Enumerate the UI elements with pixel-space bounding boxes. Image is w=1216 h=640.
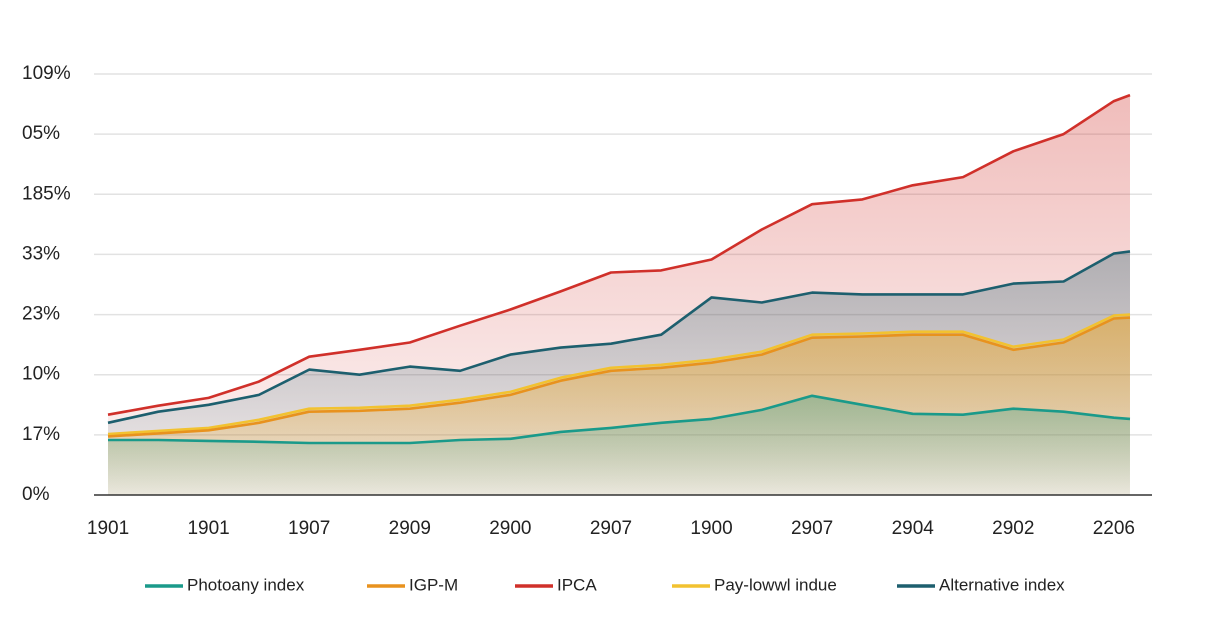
y-tick-label: 109%: [22, 63, 71, 84]
areas: [108, 95, 1130, 495]
legend-label: Photoany index: [187, 575, 305, 594]
x-tick-label: 2904: [892, 518, 935, 539]
y-tick-label: 05%: [22, 123, 60, 144]
lines: [107, 93, 1131, 445]
line: [107, 313, 1131, 436]
y-tick-label: 17%: [22, 424, 60, 445]
y-tick-label: 33%: [22, 243, 60, 264]
y-tick-label: 0%: [22, 484, 50, 505]
legend: Photoany index IGP-M IPCA Pay-lowwl indue Al…: [145, 575, 1065, 594]
line: [107, 93, 1131, 416]
x-tick-label: 2900: [489, 518, 531, 539]
legend-label: Pay-lowwl indue: [714, 575, 837, 594]
x-tick-label: 1907: [288, 518, 330, 539]
x-tick-label: 2206: [1093, 518, 1135, 539]
line: [108, 394, 1131, 445]
line: [107, 316, 1131, 438]
legend-label: Alternative index: [939, 575, 1065, 594]
x-tick-label: 2909: [389, 518, 431, 539]
x-tick-label: 2907: [791, 518, 833, 539]
legend-label: IGP-M: [409, 575, 458, 594]
y-tick-label: 10%: [22, 364, 60, 385]
x-tick-label: 2902: [992, 518, 1034, 539]
x-tick-label: 1901: [187, 518, 229, 539]
line: [107, 250, 1131, 425]
axes: 0% 17% 10% 23% 33% 185% 05% 109% 1901 1901 1907 290…: [22, 63, 1152, 539]
y-tick-label: 185%: [22, 183, 71, 204]
y-tick-label: 23%: [22, 304, 60, 325]
legend-label: IPCA: [557, 575, 597, 594]
x-tick-label: 2907: [590, 518, 632, 539]
x-tick-label: 1901: [87, 518, 129, 539]
x-tick-label: 1900: [690, 518, 732, 539]
area: [108, 395, 1130, 495]
